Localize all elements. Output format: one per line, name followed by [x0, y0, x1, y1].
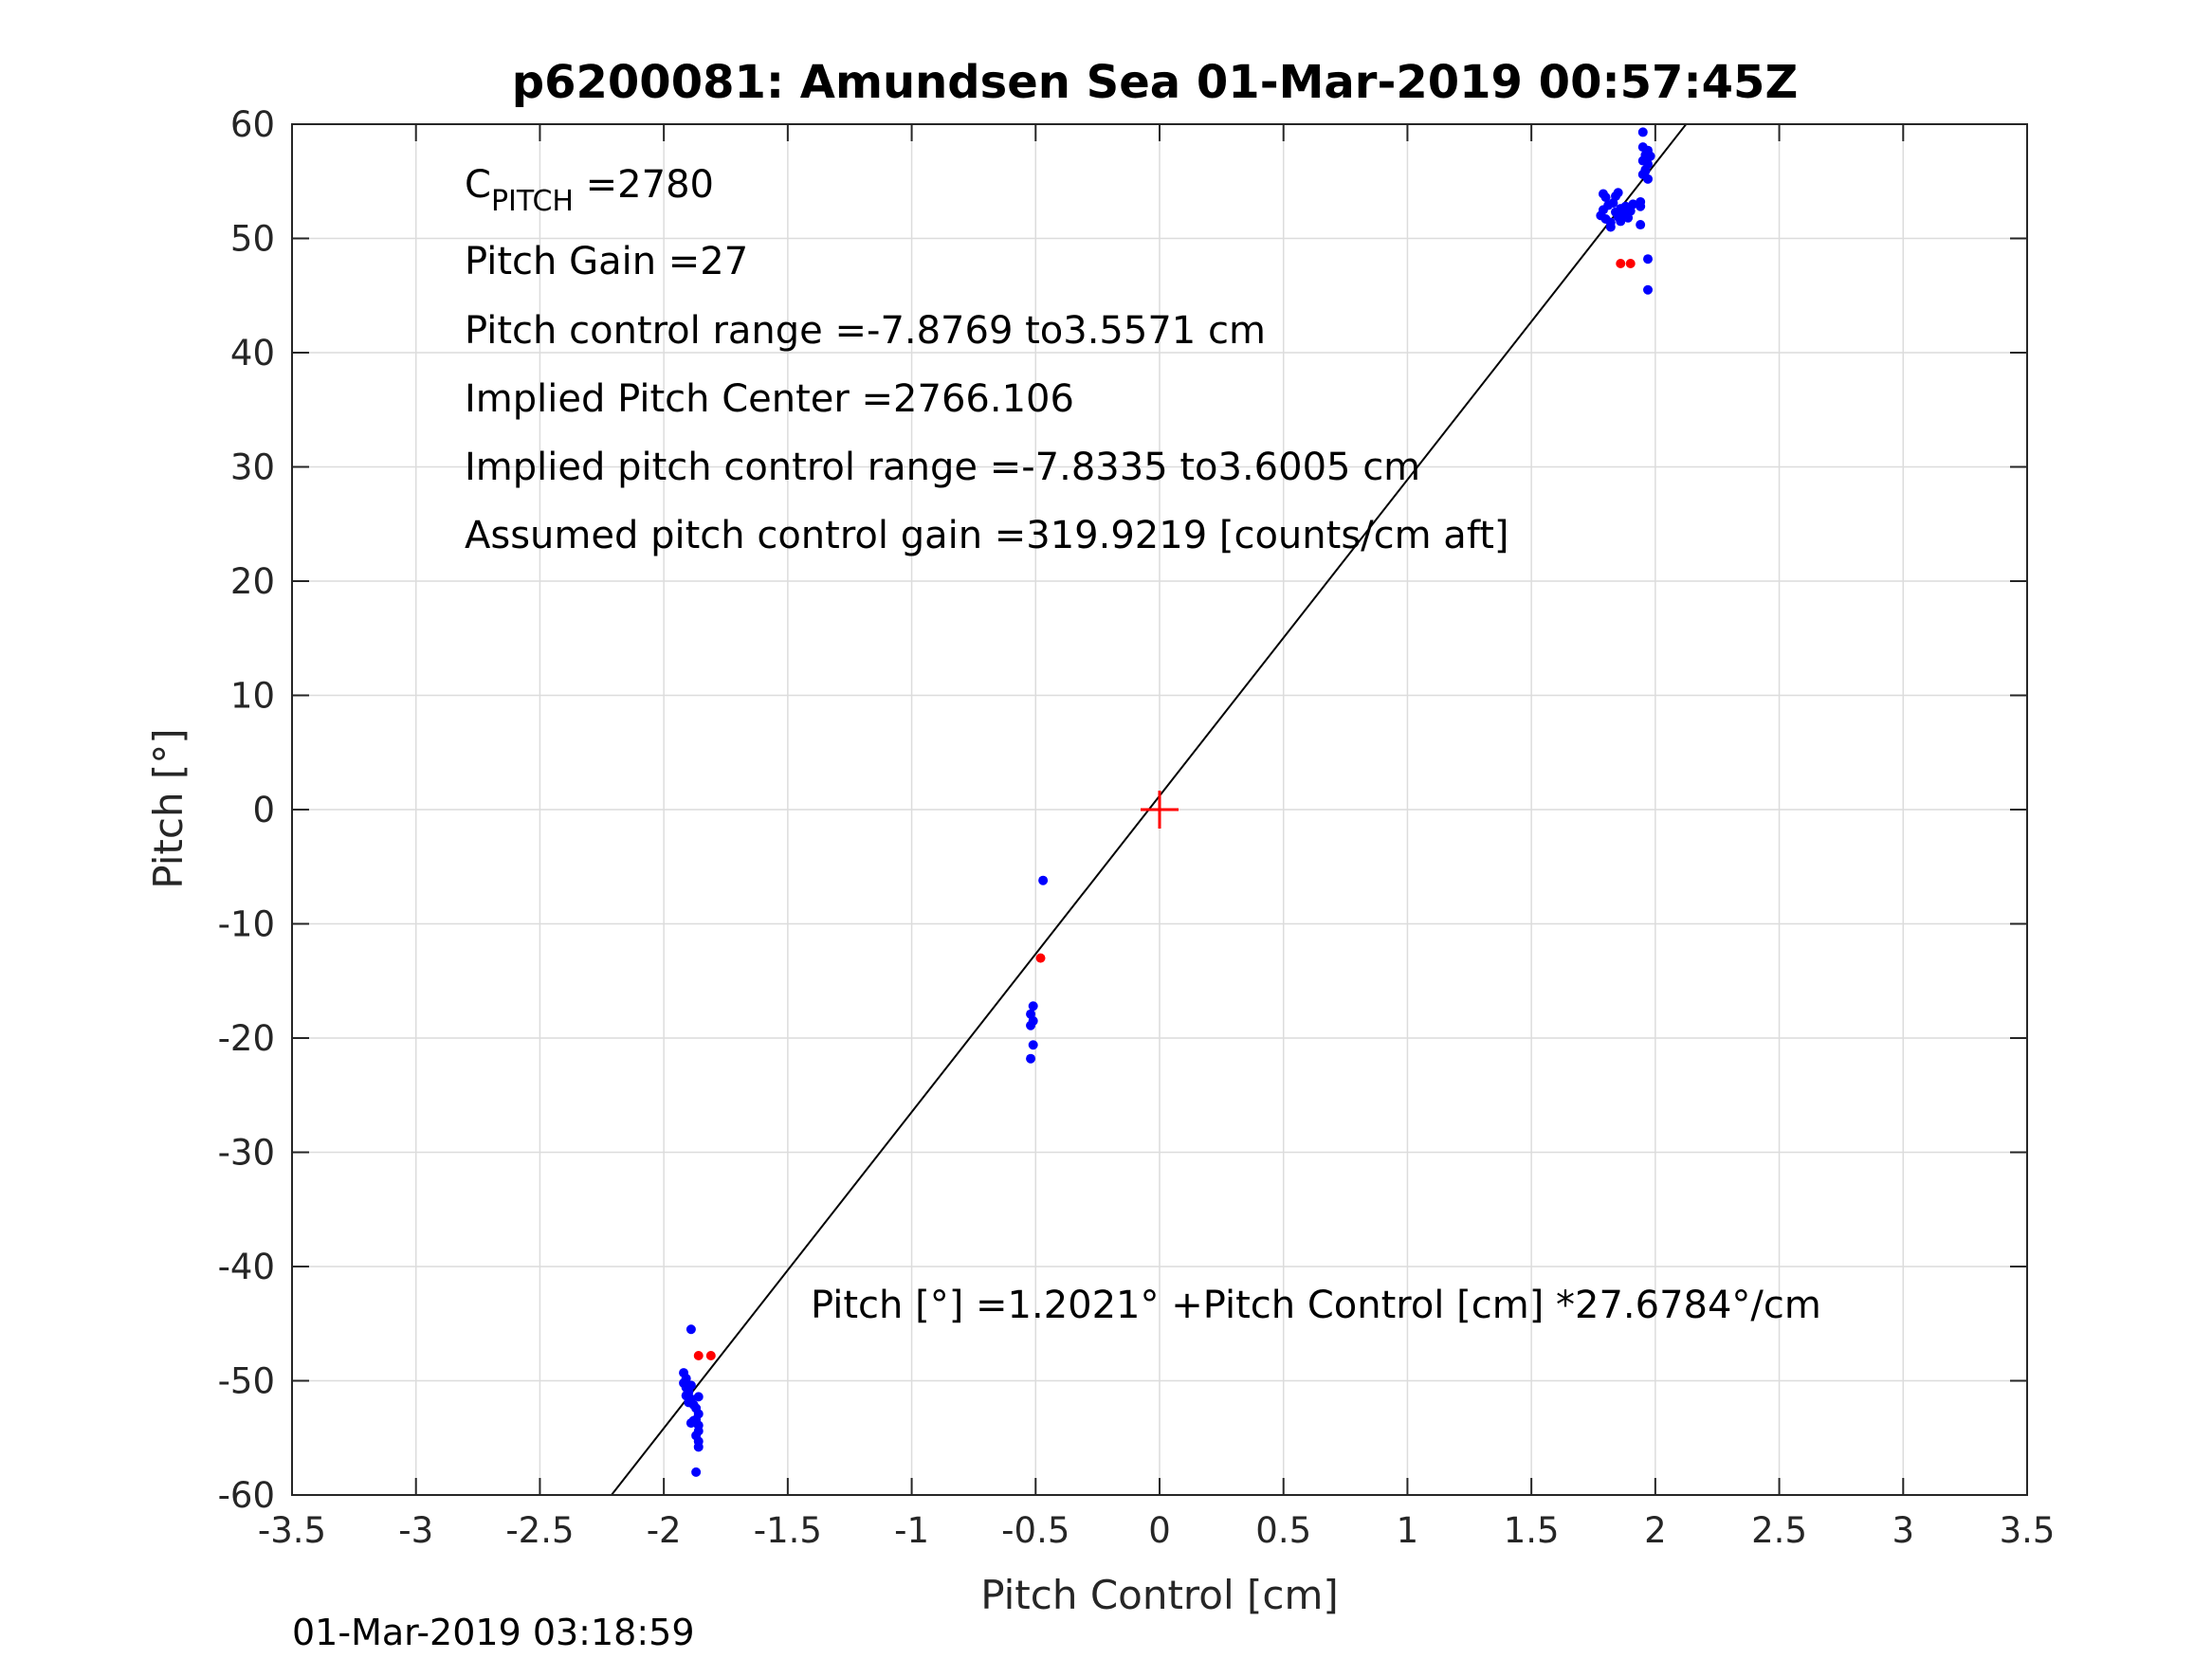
blue-data-point — [686, 1380, 696, 1391]
fit-equation-annotation: Pitch [°] =1.2021° +Pitch Control [cm] *… — [811, 1284, 1821, 1327]
red-data-point — [705, 1350, 716, 1360]
blue-data-point — [693, 1442, 704, 1452]
blue-data-point — [1628, 199, 1638, 210]
y-tick-label: 50 — [230, 219, 275, 260]
blue-data-point — [1637, 127, 1648, 137]
blue-data-point — [1598, 189, 1608, 199]
y-tick-label: 60 — [230, 104, 275, 145]
x-tick-label: -0.5 — [1001, 1510, 1069, 1551]
y-tick-label: -20 — [218, 1018, 275, 1059]
x-tick-label: 0 — [1148, 1510, 1171, 1551]
c-pitch-annotation: CPITCH =2780 — [465, 163, 714, 218]
print-timestamp: 01-Mar-2019 03:18:59 — [292, 1612, 695, 1653]
x-tick-label: -3.5 — [258, 1510, 326, 1551]
x-tick-label: -1 — [894, 1510, 929, 1551]
implied-control-range-annotation: Implied pitch control range =-7.8335 to3… — [465, 446, 1420, 489]
red-data-point — [1625, 259, 1636, 269]
x-tick-label: -2 — [647, 1510, 682, 1551]
red-data-point — [1035, 953, 1046, 963]
blue-data-point — [1636, 196, 1646, 207]
blue-data-point — [1026, 1020, 1036, 1030]
blue-data-point — [1643, 173, 1654, 184]
implied-pitch-center-annotation: Implied Pitch Center =2766.106 — [465, 377, 1074, 421]
x-tick-label: 3 — [1892, 1510, 1915, 1551]
y-tick-label: 0 — [252, 790, 275, 830]
x-axis-label: Pitch Control [cm] — [980, 1572, 1339, 1618]
x-tick-label: 2.5 — [1751, 1510, 1807, 1551]
blue-data-point — [1620, 208, 1631, 218]
y-tick-label: -10 — [218, 904, 275, 945]
y-tick-label: 30 — [230, 447, 275, 488]
x-tick-label: -1.5 — [754, 1510, 822, 1551]
blue-data-point — [1613, 188, 1623, 198]
blue-data-point — [686, 1324, 696, 1335]
blue-data-point — [1643, 284, 1654, 295]
blue-data-point — [691, 1467, 702, 1477]
center-marker-layer — [1141, 791, 1179, 829]
assumed-control-gain-annotation: Assumed pitch control gain =319.9219 [co… — [465, 514, 1508, 557]
y-tick-label: 20 — [230, 561, 275, 602]
y-tick-label: -40 — [218, 1247, 275, 1287]
x-tick-label: 0.5 — [1255, 1510, 1311, 1551]
c-pitch-value: =2780 — [574, 163, 714, 207]
blue-data-point — [1605, 222, 1616, 232]
x-tick-label: 3.5 — [2000, 1510, 2056, 1551]
x-tick-label: 1.5 — [1504, 1510, 1560, 1551]
y-tick-label: -50 — [218, 1361, 275, 1402]
c-pitch-subscript: PITCH — [491, 185, 574, 218]
scatter-points — [679, 127, 1655, 1477]
blue-data-point — [1026, 1053, 1036, 1064]
blue-data-point — [1038, 875, 1049, 885]
chart-title: p6200081: Amundsen Sea 01-Mar-2019 00:57… — [512, 56, 1799, 109]
y-tick-label: 10 — [230, 676, 275, 717]
x-tick-label: 1 — [1397, 1510, 1419, 1551]
c-pitch-symbol: C — [465, 163, 491, 207]
blue-data-point — [1643, 145, 1654, 155]
blue-data-point — [1640, 166, 1651, 176]
y-tick-label: 40 — [230, 333, 275, 374]
axis-ticks: -3.5 -3 -2.5 -2 -1.5 -1 -0.5 0 0.5 1 1.5 2 2.5 3 3.5 -6… — [218, 104, 2056, 1551]
blue-data-point — [1028, 1001, 1038, 1012]
blue-data-point — [1636, 220, 1646, 230]
x-tick-label: -3 — [398, 1510, 433, 1551]
blue-data-point — [688, 1415, 699, 1426]
y-tick-label: -60 — [218, 1475, 275, 1516]
blue-data-point — [1028, 1040, 1038, 1050]
y-axis-label: Pitch [°] — [145, 728, 192, 888]
pitch-control-range-annotation: Pitch control range =-7.8769 to3.5571 cm — [465, 309, 1266, 353]
x-tick-label: 2 — [1644, 1510, 1667, 1551]
y-tick-label: -30 — [218, 1133, 275, 1174]
red-data-point — [1616, 259, 1626, 269]
blue-data-point — [693, 1392, 704, 1402]
x-tick-label: -2.5 — [505, 1510, 574, 1551]
blue-data-point — [1643, 254, 1654, 264]
pitch-gain-annotation: Pitch Gain =27 — [465, 240, 748, 283]
blue-data-point — [1616, 216, 1626, 227]
red-data-point — [693, 1350, 704, 1360]
